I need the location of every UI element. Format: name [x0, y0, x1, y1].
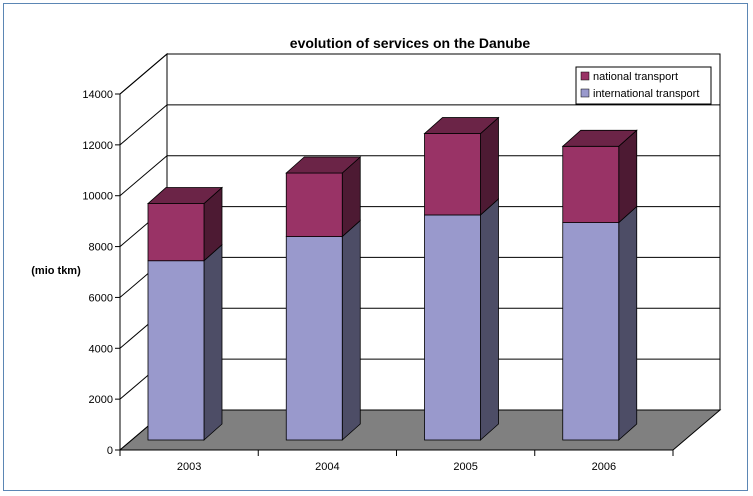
- legend-label-national: national transport: [593, 71, 678, 83]
- x-tick-label: 2005: [453, 461, 477, 473]
- x-tick-label: 2004: [315, 461, 339, 473]
- y-tick-label: 14000: [82, 89, 113, 101]
- bar-national-side: [480, 116, 499, 216]
- gridline-diagonal: [119, 104, 168, 146]
- bar-national: [285, 172, 343, 237]
- y-tick-label: 10000: [82, 191, 113, 203]
- x-tick-label: 2006: [592, 461, 616, 473]
- y-tick-label: 4000: [89, 343, 113, 355]
- bar-national-top: [146, 187, 224, 204]
- bar-national: [562, 145, 620, 223]
- y-tick-label: 12000: [82, 140, 113, 152]
- bar-international-side: [618, 205, 638, 441]
- y-tick-labels: 0 2000 4000 6000 8000 10000 12000 14000: [82, 89, 113, 457]
- y-tick-label: 0: [107, 445, 113, 457]
- bar-international: [285, 236, 343, 441]
- gridline-diagonal: [119, 155, 168, 197]
- legend-swatch-national: [580, 71, 590, 81]
- bar-national-top: [285, 156, 362, 174]
- x-tick-label: 2003: [177, 461, 201, 473]
- legend: national transport international transpo…: [575, 66, 712, 105]
- chart-title: evolution of services on the Danube: [290, 35, 531, 51]
- bar-national-top: [561, 129, 638, 147]
- bar-national: [147, 203, 205, 262]
- x-tick-labels: 2003 2004 2005 2006: [177, 461, 616, 473]
- y-tick-label: 2000: [89, 394, 113, 406]
- bar-international: [424, 214, 481, 441]
- bar-international-side: [480, 198, 499, 441]
- bar-international-side: [203, 243, 223, 441]
- bar-national-top: [423, 117, 500, 134]
- y-tick-label: 6000: [89, 292, 113, 304]
- legend-swatch-international: [580, 88, 590, 98]
- legend-box: [575, 66, 712, 105]
- axes: [115, 93, 674, 456]
- bar-national: [424, 133, 481, 216]
- bar-international: [562, 222, 620, 441]
- y-axis-label: (mio tkm): [31, 265, 81, 277]
- legend-label-international: international transport: [593, 88, 699, 100]
- y-tick-label: 8000: [89, 242, 113, 254]
- gridline-diagonal: [119, 53, 168, 95]
- bar-international-side: [341, 219, 361, 441]
- bars: [146, 116, 638, 441]
- bar-international: [147, 260, 205, 441]
